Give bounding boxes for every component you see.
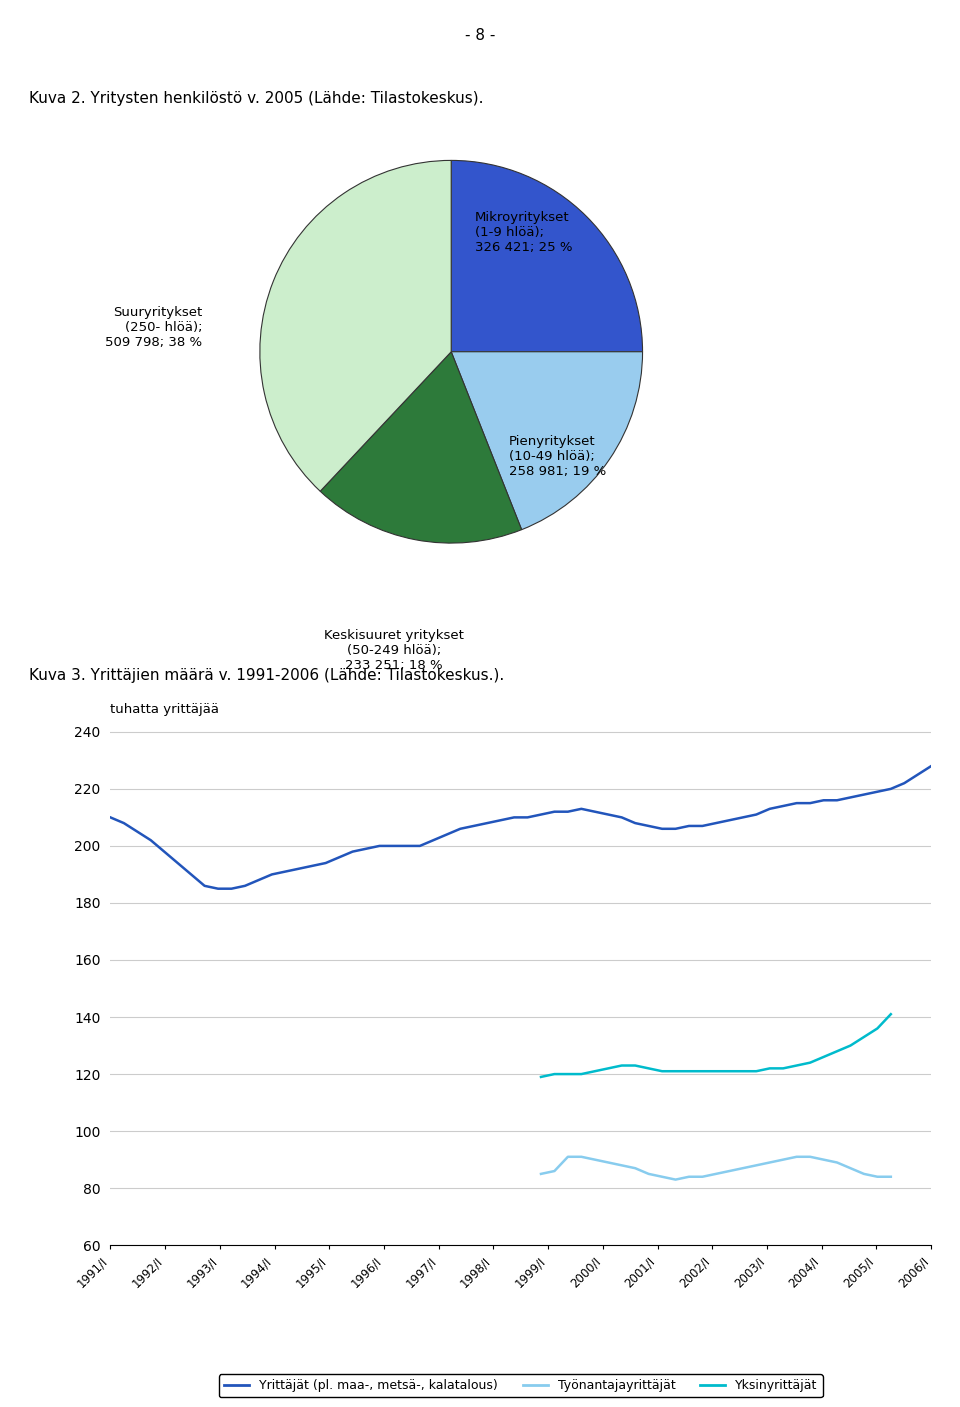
Wedge shape xyxy=(260,160,451,491)
Wedge shape xyxy=(321,352,521,543)
Text: Kuva 2. Yritysten henkilöstö v. 2005 (Lähde: Tilastokeskus).: Kuva 2. Yritysten henkilöstö v. 2005 (Lä… xyxy=(29,91,483,107)
Text: tuhatta yrittäjää: tuhatta yrittäjää xyxy=(110,704,220,716)
Wedge shape xyxy=(451,352,642,529)
Text: Suuryritykset
(250- hlöä);
509 798; 38 %: Suuryritykset (250- hlöä); 509 798; 38 % xyxy=(106,307,203,349)
Text: Keskisuuret yritykset
(50-249 hlöä);
233 251; 18 %: Keskisuuret yritykset (50-249 hlöä); 233… xyxy=(324,629,464,673)
Text: - 8 -: - 8 - xyxy=(465,28,495,44)
Text: Mikroyritykset
(1-9 hlöä);
326 421; 25 %: Mikroyritykset (1-9 hlöä); 326 421; 25 % xyxy=(475,211,572,253)
Legend: Yrittäjät (pl. maa-, metsä-, kalatalous), Työnantajayrittäjät, Yksinyrittäjät: Yrittäjät (pl. maa-, metsä-, kalatalous)… xyxy=(219,1375,823,1397)
Wedge shape xyxy=(451,160,642,352)
Text: Pienyritykset
(10-49 hlöä);
258 981; 19 %: Pienyritykset (10-49 hlöä); 258 981; 19 … xyxy=(509,436,606,478)
Text: Kuva 3. Yrittäjien määrä v. 1991-2006 (Lähde: Tilastokeskus.).: Kuva 3. Yrittäjien määrä v. 1991-2006 (L… xyxy=(29,668,504,684)
